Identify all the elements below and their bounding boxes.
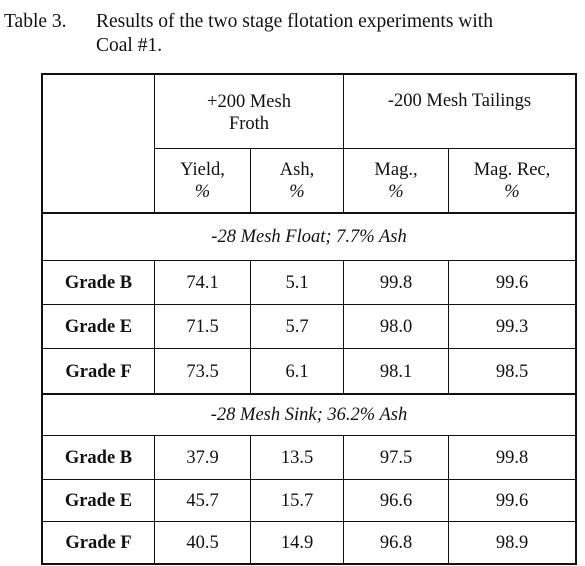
cell-mag-rec: 99.6 [495,273,529,293]
rule-row-5 [43,521,575,522]
rule-under-group-header [155,148,575,149]
col-header-mag-rec: Mag. Rec, % [449,155,575,207]
cell-mag: 96.6 [379,490,413,511]
col-mag-rec-label: Mag. Rec, [473,160,551,180]
col-mag-rec-unit: % [504,182,520,202]
row-grade-label: Grade F [65,532,132,553]
col-header-yield: Yield, % [155,155,250,207]
row-grade-label: Grade E [64,490,133,511]
vrule-s2-d [448,436,449,564]
rule-row-2 [43,348,575,349]
col-mag-unit: % [388,182,404,202]
cell-ash: 14.9 [280,532,314,553]
cell-ash: 15.7 [280,490,314,511]
cell-mag: 99.8 [379,273,413,293]
row-grade-label: Grade B [64,448,133,468]
vrule-group-split-header [343,75,344,212]
vrule-s1-a [154,261,155,393]
vrule-s1-d [448,261,449,393]
rule-row-1 [43,304,575,305]
cell-mag-rec: 99.6 [495,490,529,511]
rule-under-section-1-title [43,260,575,261]
section-title: -28 Mesh Float; 7.7% Ash [211,227,407,247]
vrule-s2-c [343,436,344,564]
cell-mag-rec: 99.3 [495,317,529,337]
caption-line-2: Coal #1. [96,35,163,56]
col-ash-label: Ash, [279,160,315,180]
vrule-label-header [154,75,155,212]
col-header-ash: Ash, % [251,155,343,207]
vrule-s1-c [343,261,344,393]
col-ash-unit: % [289,182,305,202]
rule-row-4 [43,479,575,480]
cell-mag: 98.0 [379,317,413,337]
cell-ash: 5.1 [285,273,309,293]
vrule-s1-b [250,261,251,393]
cell-mag: 98.1 [379,361,413,382]
rule-under-section-2-title [43,435,575,436]
caption-text: Results of the two stage flotation exper… [96,11,493,32]
col-header-mag: Mag., % [344,155,448,207]
cell-yield: 40.5 [186,532,219,553]
cell-mag-rec: 98.9 [495,532,529,553]
cell-yield: 45.7 [186,490,219,511]
rule-under-section-1 [43,393,575,395]
cell-ash: 13.5 [280,448,314,468]
vrule-s2-b [250,436,251,564]
row-grade-label: Grade B [64,273,133,293]
col-yield-label: Yield, [180,160,225,180]
caption-line-1: Table 3. Results of the two stage flotati… [4,10,582,34]
cell-yield: 74.1 [186,273,219,293]
col-yield-unit: % [194,182,211,202]
caption-label: Table 3. [4,11,67,32]
cell-ash: 6.1 [285,361,309,382]
table-caption: Table 3. Results of the two stage flotati… [4,10,582,58]
cell-yield: 73.5 [186,361,219,382]
row-grade-label: Grade F [65,361,132,382]
cell-ash: 5.7 [285,317,309,337]
froth-group-header: +200 Mesh Froth [155,85,343,141]
cell-mag: 97.5 [379,448,413,468]
section-title: -28 Mesh Sink; 36.2% Ash [210,405,408,425]
row-grade-label: Grade E [64,317,133,337]
tailings-group-label: -200 Mesh Tailings [387,91,532,111]
rule-under-column-header [43,212,575,214]
cell-mag: 96.8 [379,532,413,553]
results-table: +200 Mesh Froth -200 Mesh Tailings Yield… [41,73,577,565]
vrule-s2-a [154,436,155,564]
vrule-col1-header [250,148,251,212]
col-mag-label: Mag., [374,160,418,180]
cell-yield: 37.9 [186,448,219,468]
tailings-group-header: -200 Mesh Tailings [344,89,575,113]
vrule-col3-header [448,148,449,212]
froth-group-label: +200 Mesh Froth [207,92,291,134]
cell-mag-rec: 99.8 [495,448,529,468]
cell-yield: 71.5 [186,317,219,337]
cell-mag-rec: 98.5 [495,361,529,382]
